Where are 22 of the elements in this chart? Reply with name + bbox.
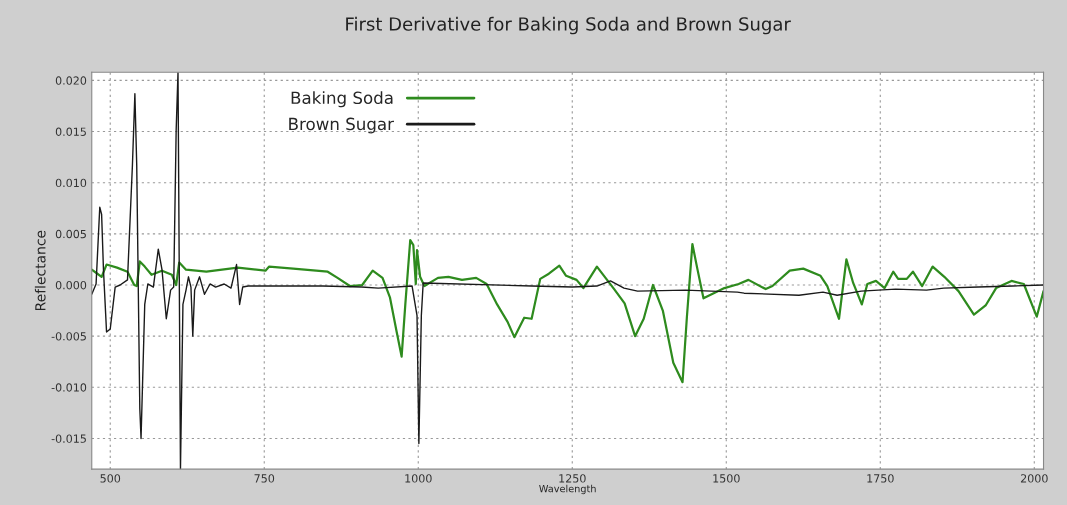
y-tick-label: 0.000 — [55, 280, 87, 290]
x-tick-label: 750 — [254, 474, 275, 483]
y-tick-label: 0.010 — [55, 178, 87, 188]
y-tick-label: -0.005 — [51, 332, 86, 341]
y-tick-label: 0.015 — [55, 127, 86, 136]
x-tick-label: 1750 — [867, 474, 894, 483]
y-tick-label: -0.010 — [51, 383, 87, 392]
legend-label: Brown Sugar — [289, 117, 394, 134]
legend-label: Baking Soda — [291, 91, 393, 108]
x-axis-title: Wavelength — [539, 484, 596, 495]
y-axis-title: Reflectance — [34, 230, 46, 311]
x-tick-label: 500 — [100, 474, 121, 483]
y-tick-label: 0.020 — [55, 76, 87, 85]
x-tick-label: 1250 — [559, 474, 586, 483]
chart-title: First Derivative for Baking Soda and Brown Sugar — [346, 16, 791, 35]
x-tick-label: 1000 — [405, 474, 432, 483]
y-tick-label: 0.005 — [55, 229, 86, 239]
y-tick-label: -0.015 — [51, 434, 86, 443]
x-tick-label: 1500 — [713, 474, 740, 483]
line-series — [91, 238, 1044, 384]
x-tick-label: 2000 — [1020, 474, 1048, 483]
line-series — [91, 72, 1044, 470]
